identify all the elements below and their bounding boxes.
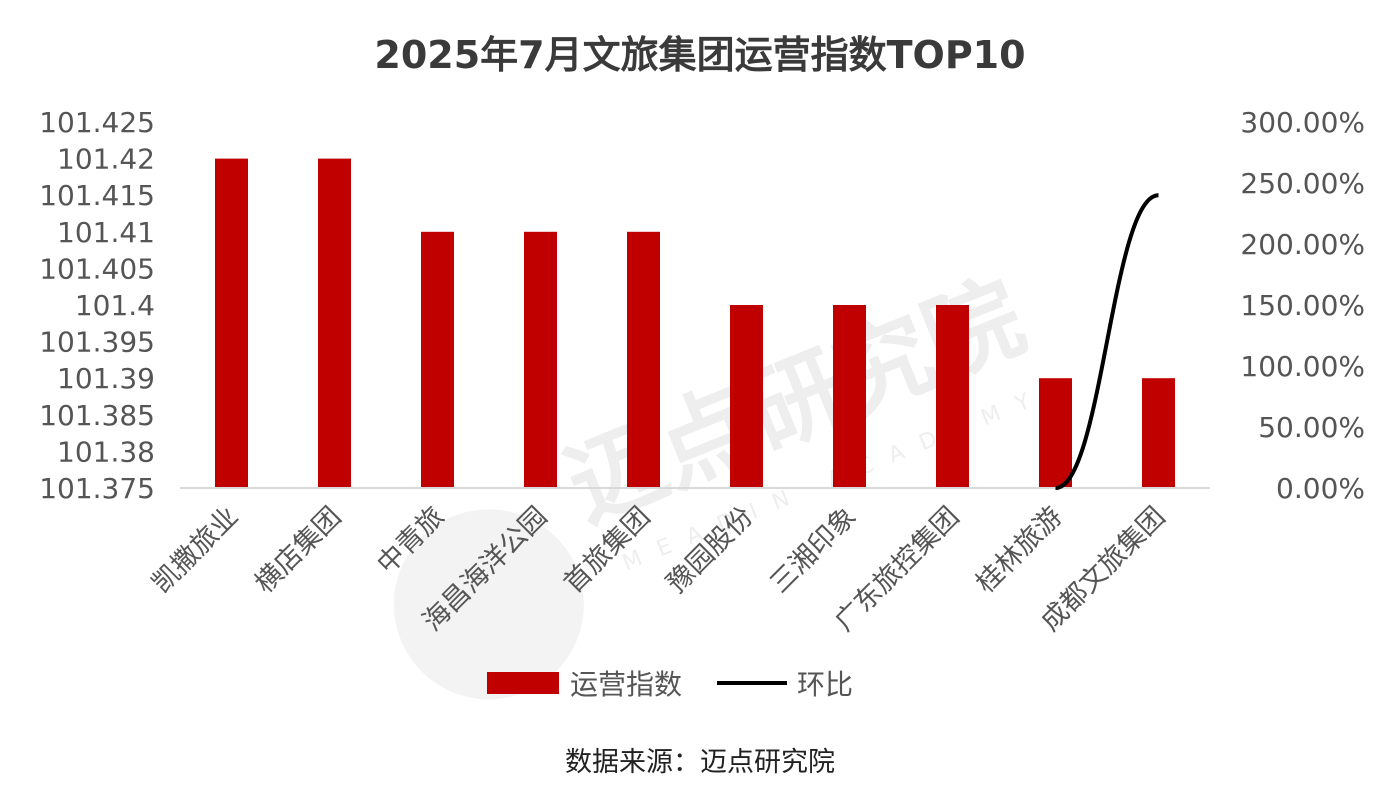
source-note: 数据来源：迈点研究院 [565,747,835,778]
y-right-axis: 0.00% 50.00% 100.00% 150.00% 200.00% 250.00% 3… [1240,106,1365,505]
x-tick-label: 桂林旅游 [970,501,1068,599]
bar [1142,378,1175,488]
chart-title: 2025年7月文旅集团运营指数TOP10 [374,33,1025,77]
bar [627,231,660,489]
bar-series [215,158,1175,489]
line-series-path [1055,193,1159,490]
bar [215,158,248,488]
y-right-tick-label: 50.00% [1258,411,1365,444]
bar [730,305,763,488]
y-right-tick-label: 250.00% [1240,167,1365,200]
watermark-logo-icon [393,509,584,700]
legend-line-label: 环比 [797,668,853,701]
x-tick-label: 凯撒旅业 [146,501,244,599]
bar [524,231,557,489]
y-right-tick-label: 200.00% [1240,228,1365,261]
y-left-tick-label: 101.425 [39,106,155,139]
bar [318,158,351,488]
legend: 运营指数 环比 [487,668,853,701]
legend-bar-swatch [487,672,559,694]
y-right-tick-label: 150.00% [1240,289,1365,322]
y-right-tick-label: 100.00% [1240,350,1365,383]
y-right-tick-label: 300.00% [1240,106,1365,139]
y-left-tick-label: 101.385 [39,399,155,432]
y-left-tick-label: 101.405 [39,252,155,285]
watermark: 迈点研究院 MEADIN ACADEMY [393,260,1050,700]
y-left-tick-label: 101.41 [57,216,155,249]
y-left-tick-label: 101.4 [75,289,155,322]
legend-bar-label: 运营指数 [570,668,682,701]
y-right-tick-label: 0.00% [1276,472,1365,505]
y-left-tick-label: 101.415 [39,179,155,212]
y-left-tick-label: 101.38 [57,435,155,468]
y-left-tick-label: 101.395 [39,326,155,359]
bar [421,231,454,489]
y-left-tick-label: 101.375 [39,472,155,505]
line-series [1055,193,1159,490]
bar [1039,378,1072,488]
x-tick-label: 横店集团 [249,501,347,599]
bar [833,305,866,488]
bar [936,305,969,488]
y-left-tick-label: 101.39 [57,362,155,395]
x-tick-label: 三湘印象 [764,501,862,599]
y-left-tick-label: 101.42 [57,143,155,176]
